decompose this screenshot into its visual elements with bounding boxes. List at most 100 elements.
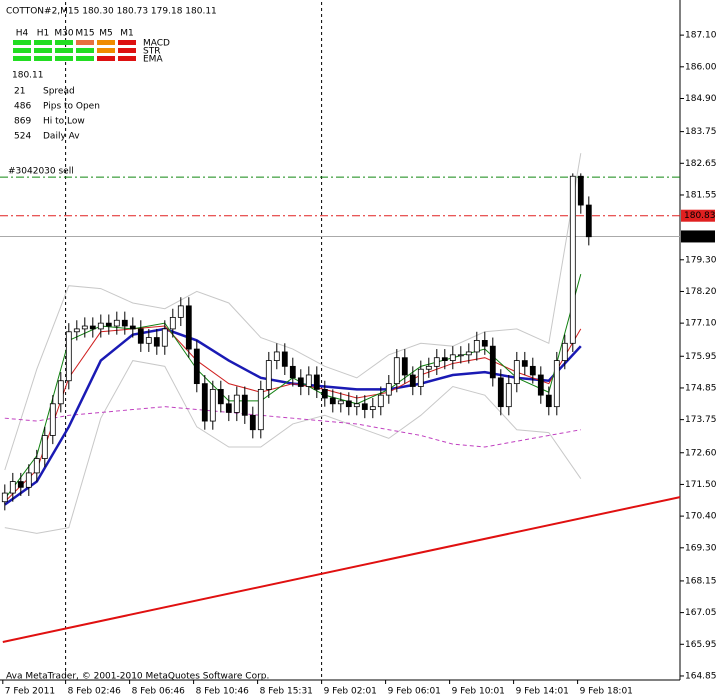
signal: [34, 40, 52, 45]
timeframe-label: H4: [16, 29, 29, 39]
y-tick-label: 173.75: [685, 415, 717, 425]
candle-body: [121, 319, 128, 327]
candle-body: [513, 360, 520, 385]
x-tick-label: 8 Feb 06:46: [132, 687, 186, 697]
y-tick-label: 175.95: [685, 352, 717, 362]
price-label: 180.83: [684, 211, 716, 221]
candle-body: [337, 400, 344, 405]
candle-body: [497, 377, 504, 408]
candle-body: [561, 342, 568, 361]
x-tick-label: 9 Feb 06:01: [388, 687, 441, 697]
candle-body: [33, 458, 40, 474]
x-tick-label: 8 Feb 02:46: [68, 687, 122, 697]
candle-body: [577, 175, 584, 206]
signal: [76, 40, 94, 45]
signal: [76, 56, 94, 61]
candle-body: [73, 328, 80, 333]
signal: [97, 48, 115, 53]
y-tick-label: 167.05: [685, 608, 717, 618]
candle-body: [409, 374, 416, 387]
candle-body: [465, 351, 472, 356]
y-tick-label: 165.95: [685, 640, 717, 650]
candle-body: [65, 331, 72, 382]
candle-body: [473, 340, 480, 353]
signal: [13, 48, 31, 53]
candle-body: [113, 319, 120, 327]
x-tick-label: 9 Feb 18:01: [580, 687, 633, 697]
candle-body: [257, 388, 264, 431]
candle-body: [449, 354, 456, 361]
candle-body: [401, 357, 408, 376]
signal: [55, 56, 73, 61]
y-tick-label: 170.40: [685, 512, 717, 522]
candle-body: [185, 305, 192, 350]
info-label: Daily Av: [43, 132, 80, 142]
candle-body: [369, 406, 376, 410]
y-tick-label: 186.00: [685, 62, 717, 72]
candle-body: [393, 357, 400, 385]
candle-body: [425, 365, 432, 370]
candle-body: [105, 322, 112, 327]
chart-title: COTTON#2,M15 180.30 180.73 179.18 180.11: [6, 7, 217, 17]
candle-body: [537, 374, 544, 396]
candle-body: [505, 383, 512, 408]
footer: Ava MetaTrader, © 2001-2010 MetaQuotes S…: [6, 672, 269, 682]
candle-body: [321, 388, 328, 399]
indicator-label: EMA: [143, 55, 163, 65]
candle-body: [1, 492, 8, 503]
price-box: [681, 230, 715, 243]
x-tick-label: 8 Feb 15:31: [260, 687, 313, 697]
candle-body: [417, 368, 424, 387]
candle-body: [489, 345, 496, 379]
order-label: #3042030 sell: [8, 167, 74, 177]
indicator-label: MACD: [143, 39, 170, 49]
candle-body: [385, 383, 392, 396]
x-tick-label: 7 Feb 2011: [5, 687, 55, 697]
candle-body: [545, 394, 552, 408]
signal: [55, 40, 73, 45]
candle-body: [49, 403, 56, 436]
y-tick-label: 184.90: [685, 94, 717, 104]
candle-body: [161, 328, 168, 347]
candle-body: [17, 481, 24, 488]
candle-body: [57, 380, 64, 405]
y-tick-label: 187.10: [685, 31, 717, 41]
indicator-line: [4, 360, 582, 534]
y-tick-label: 172.60: [685, 448, 717, 458]
candle-body: [217, 388, 224, 405]
timeframe-label: M5: [99, 29, 113, 39]
y-tick-label: 181.55: [685, 190, 717, 200]
timeframe-label: M1: [120, 29, 134, 39]
candle-body: [281, 351, 288, 367]
y-tick-label: 179.30: [685, 255, 717, 265]
candle-body: [329, 397, 336, 405]
y-tick-label: 168.15: [685, 576, 717, 586]
y-tick-label: 182.65: [685, 159, 717, 169]
candle-body: [241, 394, 248, 416]
y-tick-label: 169.30: [685, 543, 717, 553]
signal: [97, 40, 115, 45]
candle-body: [169, 316, 176, 330]
candle-body: [305, 374, 312, 387]
candle-body: [9, 481, 16, 494]
price-big: 180.11: [12, 71, 44, 81]
info-label: Hi to Low: [43, 117, 85, 127]
candle-body: [233, 394, 240, 413]
price-box: [681, 209, 715, 222]
candle-body: [145, 337, 152, 344]
signal: [34, 56, 52, 61]
candle-body: [209, 388, 216, 422]
candle-body: [97, 322, 104, 330]
candle-body: [481, 340, 488, 347]
signal: [118, 48, 136, 53]
info-value: 524: [14, 132, 31, 142]
trend-line: [2, 496, 681, 643]
signal: [34, 48, 52, 53]
candle-body: [569, 175, 576, 344]
info-label: Pips to Open: [43, 102, 100, 112]
candle-body: [585, 204, 592, 238]
candle-body: [529, 365, 536, 376]
candle-body: [137, 328, 144, 344]
